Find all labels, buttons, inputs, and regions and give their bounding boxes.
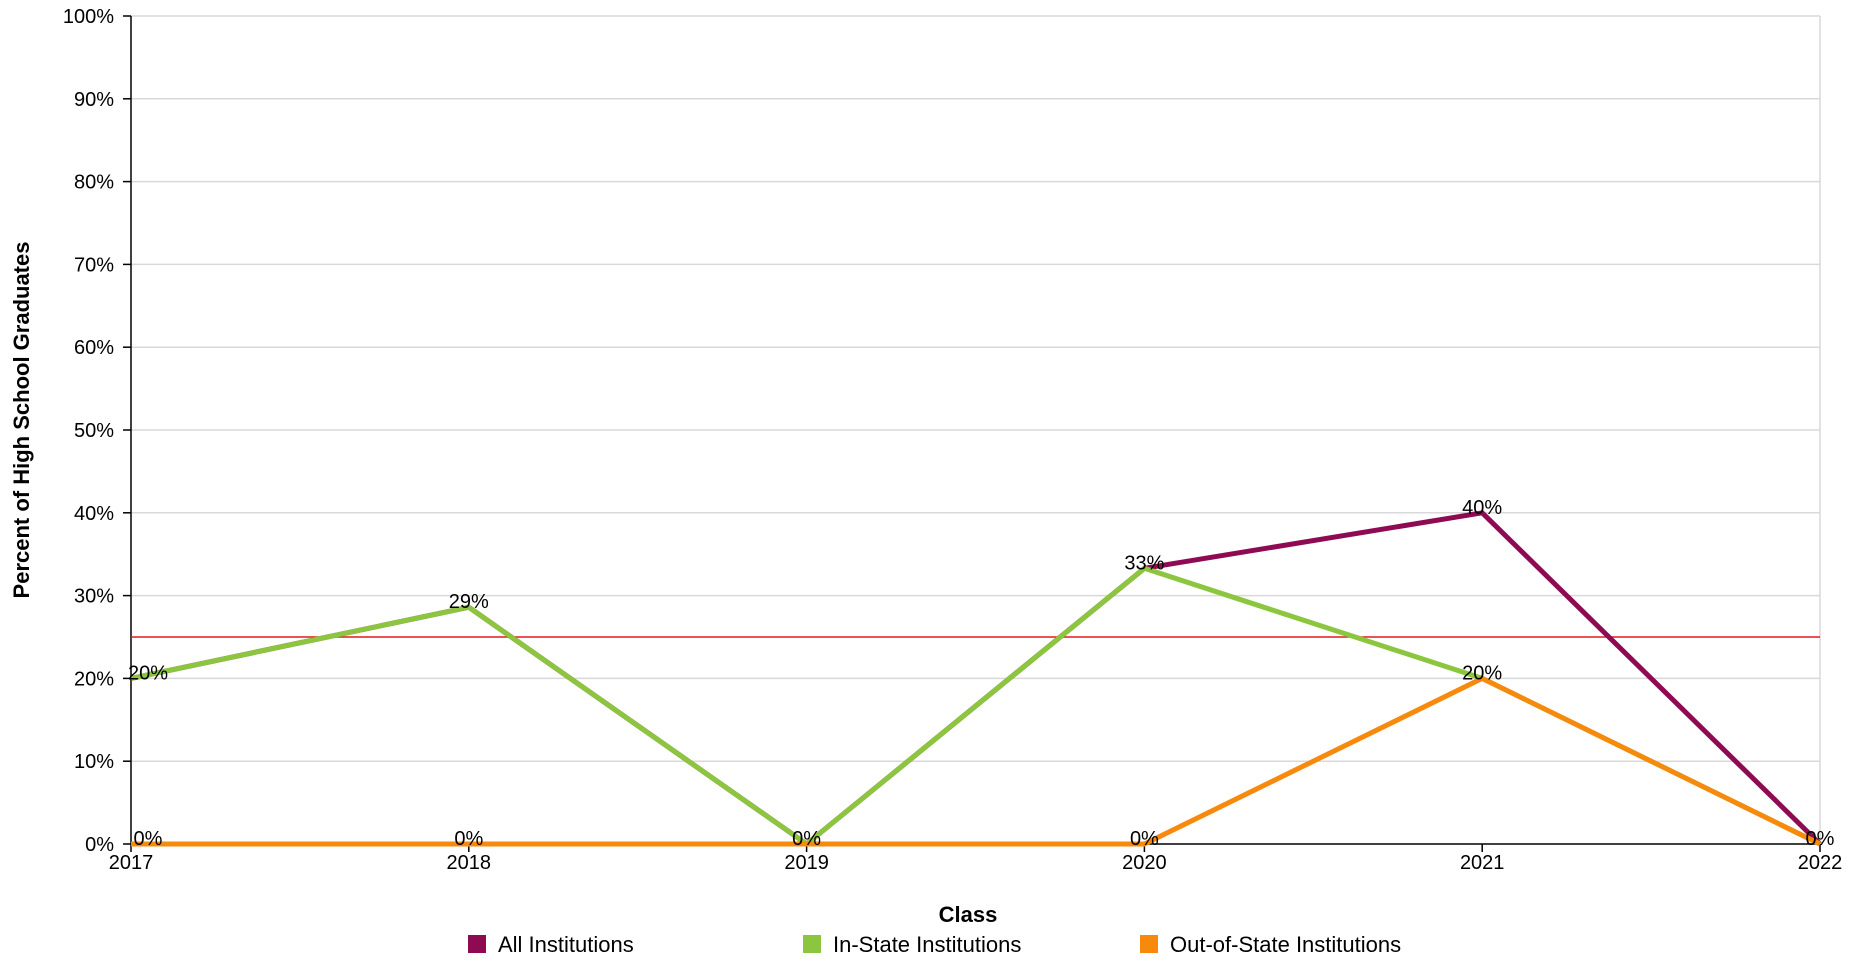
y-tick-label: 90% (74, 89, 114, 111)
data-label: 40% (1462, 497, 1502, 519)
legend-label: Out-of-State Institutions (1170, 932, 1401, 957)
legend: All Institutions In-State Institutions Out… (468, 932, 1401, 957)
data-label: 0% (1130, 828, 1159, 850)
x-tick-label: 2019 (784, 852, 829, 874)
y-tick-label: 40% (74, 503, 114, 525)
data-labels: 40% 20% 29% 33% 0% 0% 0% 0% 20% 0% (128, 497, 1835, 850)
y-tick-label: 70% (74, 254, 114, 276)
data-label: 20% (1462, 662, 1502, 684)
data-label: 20% (128, 662, 168, 684)
y-tick-label: 0% (85, 834, 114, 856)
data-label: 0% (454, 828, 483, 850)
data-label: 0% (1806, 828, 1835, 850)
y-axis-title: Percent of High School Graduates (9, 242, 34, 599)
x-tick-label: 2017 (109, 852, 154, 874)
data-label: 0% (792, 828, 821, 850)
axes (123, 15, 1821, 852)
x-tick-label: 2020 (1122, 852, 1167, 874)
series-line-3 (131, 675, 1822, 847)
y-tick-label: 80% (74, 172, 114, 194)
x-axis-title: Class (939, 902, 998, 927)
x-tick-label: 2021 (1460, 852, 1505, 874)
gridlines (131, 15, 1821, 844)
data-label: 0% (134, 828, 163, 850)
legend-swatch (803, 935, 821, 953)
x-tick-label: 2018 (447, 852, 492, 874)
series-lines (130, 510, 1822, 847)
legend-label: All Institutions (498, 932, 634, 957)
legend-label: In-State Institutions (833, 932, 1021, 957)
series-line-2 (130, 565, 1822, 847)
x-tick-label: 2022 (1798, 852, 1843, 874)
y-tick-label: 30% (74, 586, 114, 608)
data-label: 33% (1124, 552, 1164, 574)
y-tick-label: 60% (74, 337, 114, 359)
y-tick-label: 50% (74, 420, 114, 442)
legend-swatch (1140, 935, 1158, 953)
tick-labels: 0% 10% 20% 30% 40% 50% 60% 70% 80% 90% 100% 2017 201… (63, 6, 1842, 874)
y-tick-label: 10% (74, 751, 114, 773)
y-tick-label: 100% (63, 6, 114, 28)
y-tick-label: 20% (74, 668, 114, 690)
data-label: 29% (449, 591, 489, 613)
legend-swatch (468, 935, 486, 953)
